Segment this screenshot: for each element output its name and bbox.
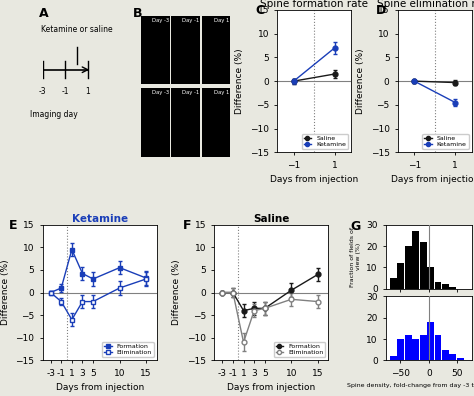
- Bar: [457, 358, 464, 360]
- Bar: [398, 263, 404, 289]
- Bar: [390, 356, 397, 360]
- Bar: [435, 282, 441, 289]
- Bar: [449, 354, 456, 360]
- Text: -1: -1: [62, 87, 69, 96]
- Bar: [427, 322, 434, 360]
- Bar: [442, 284, 449, 289]
- Text: D: D: [376, 4, 386, 17]
- X-axis label: Days from injection: Days from injection: [228, 383, 316, 392]
- Text: Imaging day: Imaging day: [30, 110, 78, 119]
- Text: A: A: [38, 7, 48, 20]
- Y-axis label: Difference (%): Difference (%): [236, 48, 245, 114]
- Text: 1: 1: [85, 87, 90, 96]
- Bar: [435, 335, 441, 360]
- Text: G: G: [350, 219, 360, 232]
- Text: E: E: [9, 219, 17, 232]
- Bar: [449, 287, 456, 289]
- Text: Ketamine or saline: Ketamine or saline: [41, 25, 112, 34]
- Y-axis label: Difference (%): Difference (%): [1, 260, 10, 326]
- Bar: [419, 242, 427, 289]
- Y-axis label: Difference (%): Difference (%): [356, 48, 365, 114]
- Title: Ketamine: Ketamine: [72, 214, 128, 224]
- Bar: [405, 335, 412, 360]
- Bar: [412, 339, 419, 360]
- Legend: Saline, Ketamine: Saline, Ketamine: [422, 134, 468, 149]
- Y-axis label: Fraction of fields of
view (%): Fraction of fields of view (%): [350, 227, 361, 287]
- X-axis label: Days from injection: Days from injection: [55, 383, 144, 392]
- Bar: [427, 267, 434, 289]
- Title: Spine formation rate: Spine formation rate: [260, 0, 368, 9]
- X-axis label: Spine density, fold-change from day -3 to day 1 (%): Spine density, fold-change from day -3 t…: [347, 383, 474, 388]
- Legend: Saline, Ketamine: Saline, Ketamine: [302, 134, 348, 149]
- X-axis label: Days from injection: Days from injection: [391, 175, 474, 184]
- X-axis label: Days from injection: Days from injection: [270, 175, 358, 184]
- Bar: [412, 231, 419, 289]
- Title: Spine elimination rate: Spine elimination rate: [377, 0, 474, 9]
- Bar: [442, 350, 449, 360]
- Y-axis label: Difference (%): Difference (%): [173, 260, 182, 326]
- Text: F: F: [182, 219, 191, 232]
- Text: -3: -3: [39, 87, 46, 96]
- Bar: [390, 278, 397, 289]
- Text: B: B: [133, 7, 143, 20]
- Bar: [398, 339, 404, 360]
- Legend: Formation, Elimination: Formation, Elimination: [274, 342, 325, 357]
- Legend: Formation, Elimination: Formation, Elimination: [102, 342, 154, 357]
- Title: Saline: Saline: [253, 214, 290, 224]
- Text: C: C: [255, 4, 264, 17]
- Bar: [419, 335, 427, 360]
- Bar: [405, 246, 412, 289]
